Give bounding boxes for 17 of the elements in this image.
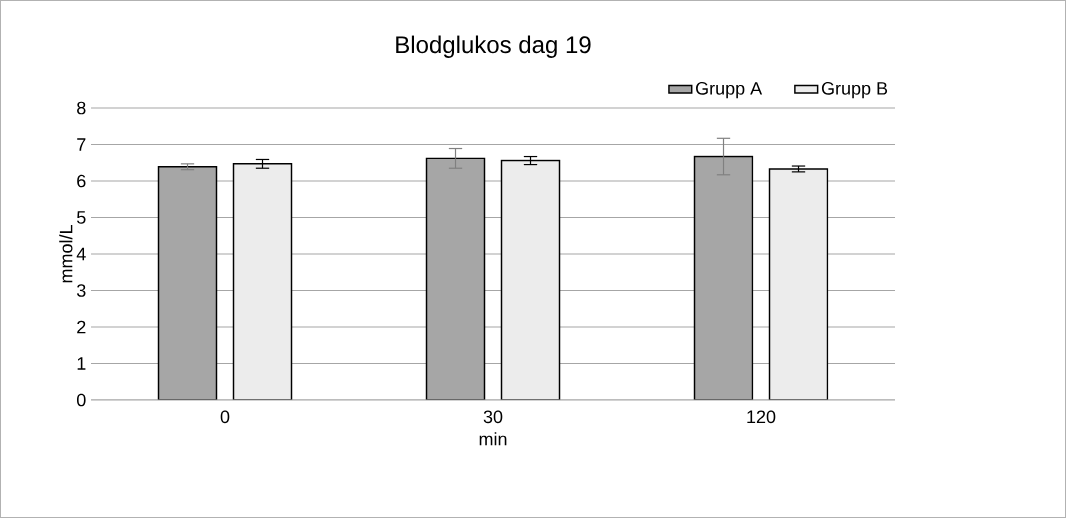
y-tick-label: 3	[76, 284, 86, 297]
x-axis-title: min	[479, 432, 507, 446]
y-tick-label: 0	[76, 393, 86, 407]
x-tick-label: 120	[747, 410, 776, 424]
y-tick-label: 7	[77, 138, 86, 151]
x-tick-label: 0	[220, 410, 230, 424]
y-tick-label: 1	[77, 357, 86, 370]
legend-label: Grupp B	[821, 81, 888, 99]
x-tick-label: 30	[483, 410, 503, 424]
y-axis-title: mmol/L	[59, 225, 73, 283]
chart-title: Blodglukos dag 19	[396, 35, 591, 58]
y-tick-label: 6	[77, 174, 86, 188]
legend-label: Grupp A	[696, 81, 763, 99]
y-tick-label: 5	[76, 211, 86, 224]
y-tick-label: 4	[76, 247, 86, 261]
y-tick-label: 8	[77, 101, 86, 115]
y-tick-label: 2	[77, 320, 86, 334]
